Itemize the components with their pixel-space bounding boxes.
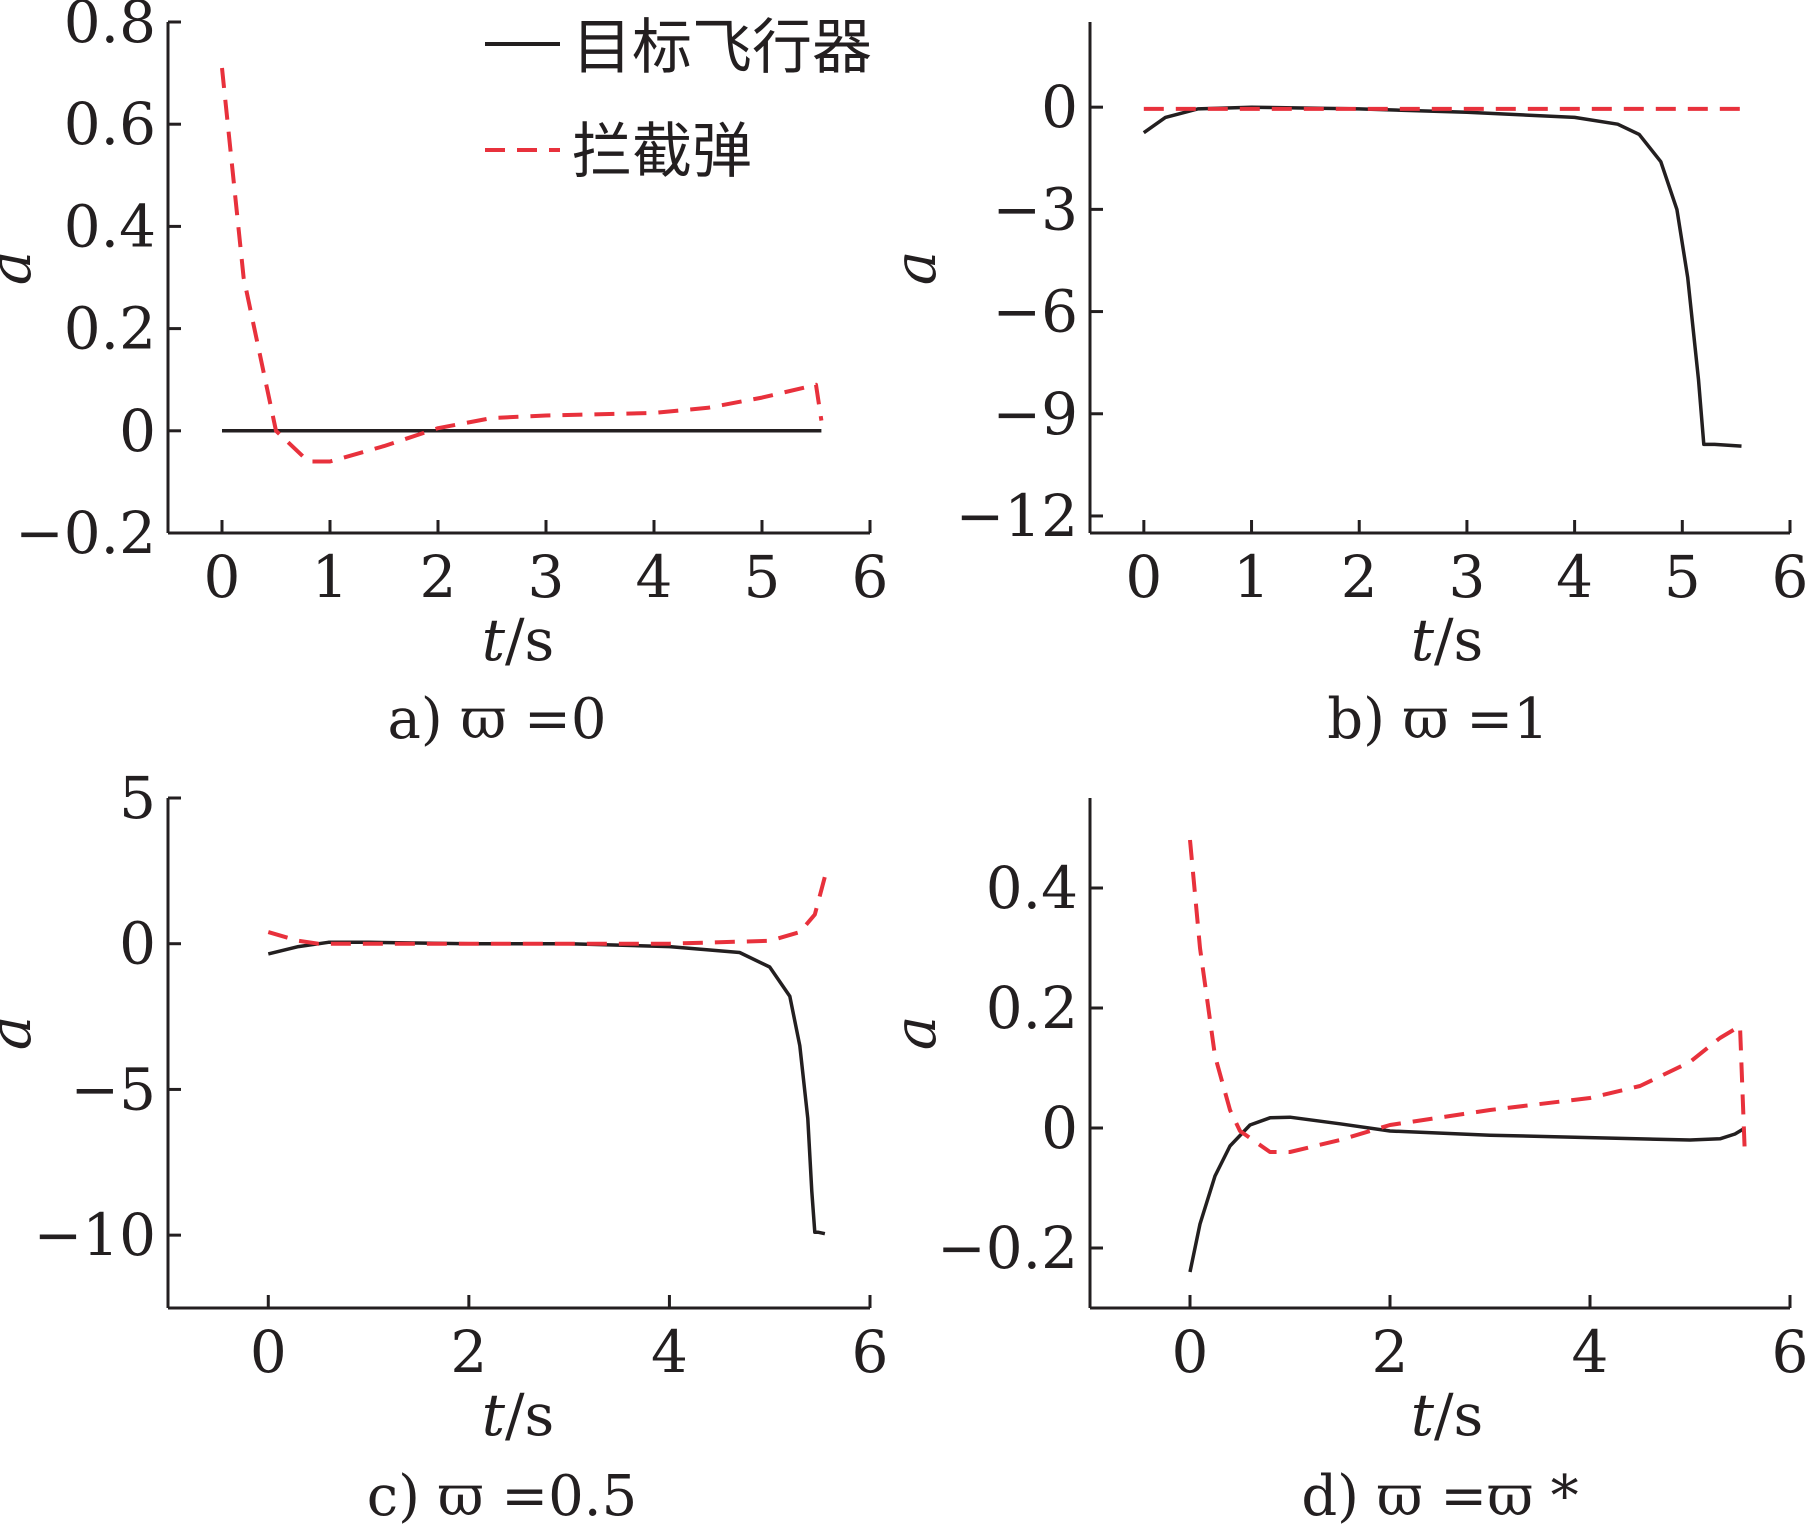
y-tick-label: −3 bbox=[993, 175, 1079, 243]
x-axis-label: t/s bbox=[1411, 606, 1484, 674]
x-tick-label: 6 bbox=[1772, 543, 1809, 611]
legend-interceptor-label: 拦截弹 bbox=[572, 117, 752, 187]
x-tick-label: 0 bbox=[250, 1318, 287, 1386]
legend: 目标飞行器 拦截弹 bbox=[485, 13, 872, 187]
x-tick-label: 3 bbox=[528, 543, 565, 611]
x-tick-label: 0 bbox=[204, 543, 241, 611]
y-tick-label: 0.2 bbox=[64, 295, 156, 363]
x-tick-label: 0 bbox=[1125, 543, 1162, 611]
series-line-interceptor bbox=[267, 876, 827, 946]
x-tick-label: 4 bbox=[1556, 543, 1593, 611]
y-tick-label: −0.2 bbox=[937, 1214, 1078, 1282]
panel-caption: c) ϖ =0.5 bbox=[367, 1464, 637, 1529]
y-tick-label: 0 bbox=[1041, 1094, 1078, 1162]
series-line-target bbox=[267, 940, 826, 1236]
series-line-target bbox=[1188, 1115, 1746, 1273]
x-tick-label: 5 bbox=[1664, 543, 1701, 611]
y-axis-label: a bbox=[0, 251, 44, 286]
x-tick-label: 1 bbox=[1233, 543, 1270, 611]
x-tick-label: 2 bbox=[1341, 543, 1378, 611]
y-tick-label: 0 bbox=[119, 397, 156, 465]
x-axis-label-var: t bbox=[482, 1381, 506, 1449]
x-tick-label: 3 bbox=[1448, 543, 1485, 611]
x-tick-label: 5 bbox=[744, 543, 781, 611]
panel-caption: a) ϖ =0 bbox=[387, 687, 606, 752]
x-tick-label: 6 bbox=[852, 543, 889, 611]
x-tick-label: 6 bbox=[852, 1318, 889, 1386]
y-tick-label: 5 bbox=[119, 764, 156, 832]
x-tick-label: 0 bbox=[1172, 1318, 1209, 1386]
x-tick-label: 4 bbox=[651, 1318, 688, 1386]
y-tick-label: −10 bbox=[34, 1201, 156, 1269]
series-line-target bbox=[1142, 105, 1742, 448]
x-axis-label-unit: /s bbox=[1434, 606, 1483, 674]
x-axis-label-unit: /s bbox=[505, 1381, 554, 1449]
x-tick-label: 2 bbox=[420, 543, 457, 611]
y-tick-label: 0 bbox=[1041, 73, 1078, 141]
y-tick-label: −6 bbox=[993, 278, 1079, 346]
x-tick-label: 6 bbox=[1772, 1318, 1809, 1386]
panel-caption: d) ϖ =ϖ * bbox=[1301, 1464, 1578, 1529]
chart-panel-3: 0 2 4 6 −10 −5 0 5 t/s a c) ϖ =0.5 bbox=[0, 764, 888, 1529]
x-tick-label: 1 bbox=[312, 543, 349, 611]
series-line-interceptor bbox=[1188, 839, 1747, 1159]
x-axis-label: t/s bbox=[482, 1381, 555, 1449]
x-axis-label-unit: /s bbox=[505, 606, 554, 674]
chart-panel-4: 0 2 4 6 −0.2 0 0.2 0.4 t/s a d) ϖ =ϖ * bbox=[881, 798, 1808, 1529]
y-tick-label: 0 bbox=[119, 910, 156, 978]
y-tick-label: 0.4 bbox=[986, 854, 1078, 922]
x-axis-label: t/s bbox=[482, 606, 555, 674]
x-tick-label: 4 bbox=[636, 543, 673, 611]
x-tick-label: 2 bbox=[1372, 1318, 1409, 1386]
y-tick-label: −5 bbox=[71, 1055, 157, 1123]
legend-target-label: 目标飞行器 bbox=[572, 13, 872, 83]
y-tick-label: 0.8 bbox=[64, 0, 156, 56]
x-axis-label-var: t bbox=[1411, 1381, 1435, 1449]
y-tick-label: 0.6 bbox=[64, 90, 156, 158]
chart-panel-1: 0 1 2 3 4 5 6 −0.2 0 0.2 0.4 0.6 0.8 t/s a a) ϖ =0 bbox=[0, 0, 888, 752]
y-axis-label: a bbox=[881, 1016, 949, 1051]
x-tick-label: 2 bbox=[450, 1318, 487, 1386]
x-tick-label: 4 bbox=[1572, 1318, 1609, 1386]
y-axis-label: a bbox=[0, 1016, 44, 1051]
chart-panel-2: 0 1 2 3 4 5 6 −12 −9 −6 −3 0 t/s a b) ϖ =1 bbox=[881, 22, 1808, 752]
x-axis-label-unit: /s bbox=[1434, 1381, 1483, 1449]
x-axis-label-var: t bbox=[482, 606, 506, 674]
y-axis-label: a bbox=[881, 251, 949, 286]
y-tick-label: 0.2 bbox=[986, 974, 1078, 1042]
y-tick-label: −12 bbox=[956, 482, 1078, 550]
x-axis-label: t/s bbox=[1411, 1381, 1484, 1449]
x-axis-label-var: t bbox=[1411, 606, 1435, 674]
y-tick-label: −9 bbox=[993, 380, 1079, 448]
y-tick-label: −0.2 bbox=[15, 499, 156, 567]
panel-caption: b) ϖ =1 bbox=[1327, 687, 1549, 752]
y-tick-label: 0.4 bbox=[64, 192, 156, 260]
